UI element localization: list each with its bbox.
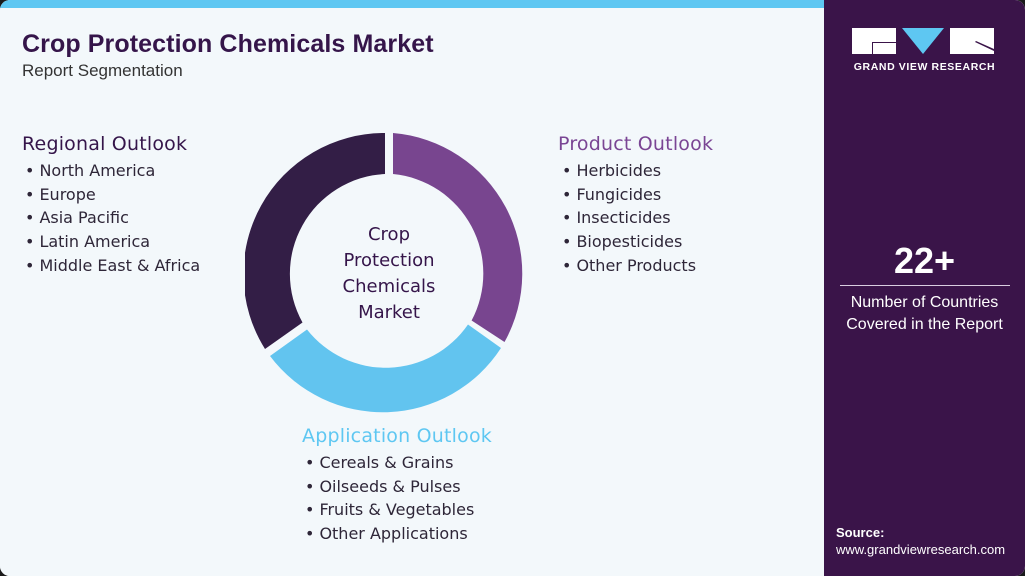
top-accent-bar — [0, 0, 824, 8]
list-item: North America — [25, 159, 200, 183]
list-item: Other Applications — [305, 522, 492, 546]
product-outlook-list: Herbicides Fungicides Insecticides Biope… — [562, 159, 713, 278]
source-url-link[interactable]: www.grandviewresearch.com — [836, 542, 1006, 557]
page-title: Crop Protection Chemicals Market — [22, 30, 434, 58]
stat-label-line: Covered in the Report — [846, 316, 1003, 333]
application-outlook: Application Outlook Cereals & Grains Oil… — [302, 425, 492, 546]
page-subtitle: Report Segmentation — [22, 61, 183, 80]
country-count-value: 22+ — [893, 240, 956, 281]
list-item: Latin America — [25, 230, 200, 254]
donut-segment-application — [270, 324, 501, 413]
regional-outlook-title: Regional Outlook — [22, 133, 188, 155]
application-outlook-title: Application Outlook — [302, 425, 492, 447]
list-item: Cereals & Grains — [305, 451, 492, 475]
list-item: Europe — [25, 183, 200, 207]
donut-center-label: Crop Protection Chemicals Market — [305, 222, 473, 326]
donut-segment-regional — [245, 132, 385, 349]
product-outlook-title: Product Outlook — [558, 133, 714, 155]
list-item: Middle East & Africa — [25, 254, 200, 278]
list-item: Fungicides — [562, 183, 713, 207]
list-item: Insecticides — [562, 206, 713, 230]
product-outlook: Product Outlook Herbicides Fungicides In… — [558, 133, 713, 278]
list-item: Asia Pacific — [25, 206, 200, 230]
stat-divider — [840, 285, 1010, 286]
center-label-line: Chemicals — [342, 276, 436, 297]
donut-segment-product — [393, 133, 523, 342]
list-item: Biopesticides — [562, 230, 713, 254]
center-label-line: Crop — [367, 224, 410, 245]
list-item: Oilseeds & Pulses — [305, 475, 492, 499]
list-item: Fruits & Vegetables — [305, 498, 492, 522]
application-outlook-list: Cereals & Grains Oilseeds & Pulses Fruit… — [305, 451, 492, 546]
regional-outlook-list: North America Europe Asia Pacific Latin … — [25, 159, 200, 278]
country-count-label: Number of Countries Covered in the Repor… — [824, 292, 1025, 336]
brand-name: GRAND VIEW RESEARCH — [853, 61, 996, 73]
gvr-logo-icon — [852, 28, 994, 54]
list-item: Other Products — [562, 254, 713, 278]
regional-outlook: Regional Outlook North America Europe As… — [22, 133, 200, 278]
brand-sidebar — [824, 0, 1025, 576]
list-item: Herbicides — [562, 159, 713, 183]
stat-label-line: Number of Countries — [850, 294, 999, 311]
source-label: Source: — [836, 525, 885, 540]
center-label-line: Market — [358, 302, 420, 323]
segmentation-donut-chart — [245, 132, 523, 413]
center-label-line: Protection — [343, 250, 435, 271]
